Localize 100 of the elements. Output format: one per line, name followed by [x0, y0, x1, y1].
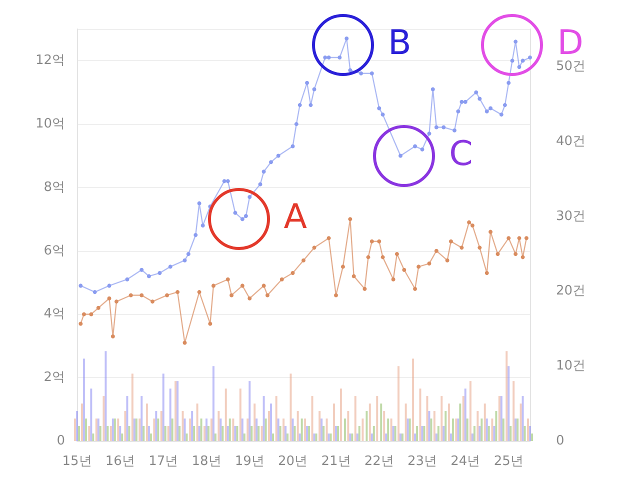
bar	[128, 426, 130, 441]
bar	[286, 434, 289, 441]
bar	[358, 426, 360, 441]
bar	[224, 388, 227, 441]
point	[520, 255, 525, 260]
x-tick-label: 20년	[278, 454, 308, 469]
point	[114, 300, 118, 304]
bar	[78, 426, 80, 441]
x-tick-label: 22년	[364, 454, 394, 469]
bar	[212, 366, 214, 441]
bar	[254, 404, 256, 441]
bar	[450, 434, 452, 441]
y-tick-label: 4억	[44, 306, 65, 322]
y-tick-label: 0	[56, 434, 65, 448]
bar	[160, 411, 162, 441]
point	[377, 239, 382, 244]
bar	[368, 404, 371, 441]
bar	[435, 434, 438, 441]
bar	[90, 388, 92, 441]
bar	[334, 426, 337, 441]
bar	[142, 426, 145, 441]
bar	[200, 418, 202, 441]
bar	[385, 434, 388, 441]
bar	[512, 381, 515, 441]
point	[445, 258, 450, 262]
point	[226, 277, 230, 282]
y2-tick-label: 30건	[556, 208, 586, 224]
point	[484, 271, 489, 276]
bar	[270, 404, 272, 441]
bar	[340, 388, 342, 441]
bar	[390, 418, 392, 441]
bar	[428, 411, 430, 441]
bar	[529, 426, 531, 441]
y-tick-label: 10억	[35, 116, 65, 132]
point	[370, 239, 374, 244]
bar	[370, 434, 373, 441]
bar	[484, 404, 486, 441]
point	[82, 312, 86, 316]
bar	[491, 418, 494, 441]
bar	[117, 418, 120, 441]
bar	[292, 418, 294, 441]
bar	[419, 388, 422, 441]
bar	[486, 418, 488, 441]
bar	[256, 418, 258, 441]
bar	[311, 396, 314, 441]
bar	[284, 426, 287, 441]
bar	[440, 396, 443, 441]
bar	[228, 418, 231, 441]
bar	[366, 411, 368, 441]
x-tick-label: 21년	[321, 454, 351, 469]
point	[496, 252, 500, 256]
point	[448, 239, 453, 244]
point	[334, 293, 338, 298]
bar	[243, 434, 246, 441]
point	[366, 255, 370, 260]
bar	[404, 404, 407, 441]
bar	[250, 426, 253, 441]
bar	[186, 434, 188, 441]
bar	[258, 426, 260, 441]
bar	[383, 411, 386, 441]
bar	[387, 418, 390, 441]
bar	[104, 351, 107, 441]
bar	[241, 418, 244, 441]
bar	[182, 411, 184, 441]
bar	[102, 396, 105, 441]
bar	[476, 411, 479, 441]
bar	[155, 411, 158, 441]
bar	[531, 434, 533, 441]
bar	[205, 418, 208, 441]
bar	[430, 418, 432, 441]
point	[96, 306, 100, 310]
y2-tick-label: 10건	[556, 358, 586, 374]
bar	[162, 374, 164, 441]
point	[230, 293, 234, 298]
point	[312, 246, 316, 250]
bar	[92, 434, 94, 441]
bar	[282, 418, 285, 441]
point	[413, 286, 418, 291]
bar	[459, 404, 462, 441]
bar	[248, 381, 251, 441]
bar	[214, 434, 216, 441]
bar	[433, 411, 436, 441]
bar	[502, 418, 504, 441]
point	[110, 334, 115, 338]
bar	[495, 411, 498, 441]
point	[197, 290, 202, 294]
point	[524, 236, 528, 240]
bar	[344, 418, 346, 441]
point	[517, 236, 522, 240]
bar	[412, 358, 414, 441]
point	[434, 248, 438, 253]
bar	[277, 418, 280, 441]
bar	[320, 418, 323, 441]
bar	[88, 426, 90, 441]
y-tick-label: 12억	[35, 53, 65, 68]
bar	[354, 396, 356, 441]
point	[107, 296, 112, 300]
bar	[473, 426, 476, 441]
point	[128, 293, 133, 298]
bar	[153, 418, 156, 441]
